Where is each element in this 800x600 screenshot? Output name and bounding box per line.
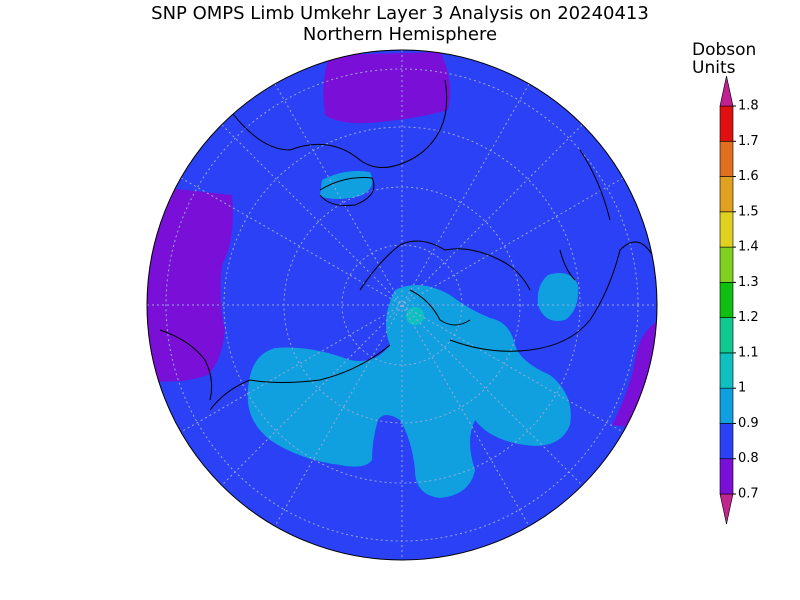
low-region bbox=[147, 185, 233, 382]
high-region bbox=[247, 285, 571, 498]
polar-map bbox=[147, 50, 657, 560]
colorbar-segment bbox=[719, 423, 734, 460]
globe-outline bbox=[146, 49, 658, 561]
colorbar-segment bbox=[719, 176, 734, 213]
map-subtitle: Northern Hemisphere bbox=[303, 24, 497, 45]
colorbar-tick-label: 1.1 bbox=[738, 345, 759, 360]
colorbar-extend-low bbox=[719, 493, 734, 525]
colorbar-segment bbox=[719, 282, 734, 318]
colorbar-tick-label: 1.5 bbox=[738, 204, 759, 219]
colorbar-segment bbox=[719, 211, 734, 248]
colorbar-label: Units bbox=[692, 58, 736, 78]
low-region bbox=[323, 52, 451, 124]
graticule bbox=[147, 50, 657, 560]
colorbar-tick-label: 0.7 bbox=[738, 487, 759, 502]
colorbar-tick-label: 1.3 bbox=[738, 275, 759, 290]
colorbar-tick-label: 1.6 bbox=[738, 169, 759, 184]
colorbar-tick-label: 1.2 bbox=[738, 310, 759, 325]
colorbar: 0.7 0.8 0.9 1 1.1 1.2 1.3 1.4 1.5 1.6 1.7 1.8 bbox=[719, 75, 759, 525]
colorbar-tick-label: 1.4 bbox=[738, 240, 759, 255]
colorbar-tick-label: 0.8 bbox=[738, 451, 759, 466]
colorbar-segment bbox=[719, 140, 734, 177]
colorbar-tick-label: 1.7 bbox=[738, 134, 759, 149]
colorbar-segment bbox=[719, 317, 734, 354]
coastlines bbox=[159, 79, 656, 411]
colorbar-segment bbox=[719, 352, 734, 389]
high-region bbox=[537, 272, 579, 321]
map-title: SNP OMPS Limb Umkehr Layer 3 Analysis on… bbox=[151, 3, 649, 24]
colorbar-segment bbox=[719, 105, 734, 142]
colorbar-tick-label: 1.8 bbox=[738, 99, 759, 114]
colorbar-tick-label: 0.9 bbox=[738, 416, 759, 431]
colorbar-tick-label: 1 bbox=[738, 381, 746, 396]
colorbar-extend-high bbox=[719, 75, 734, 107]
colorbar-label: Dobson bbox=[692, 40, 756, 60]
peak-region bbox=[406, 307, 424, 325]
colorbar-segment bbox=[719, 246, 734, 283]
colorbar-segment bbox=[719, 458, 734, 495]
colorbar-segment bbox=[719, 387, 734, 424]
